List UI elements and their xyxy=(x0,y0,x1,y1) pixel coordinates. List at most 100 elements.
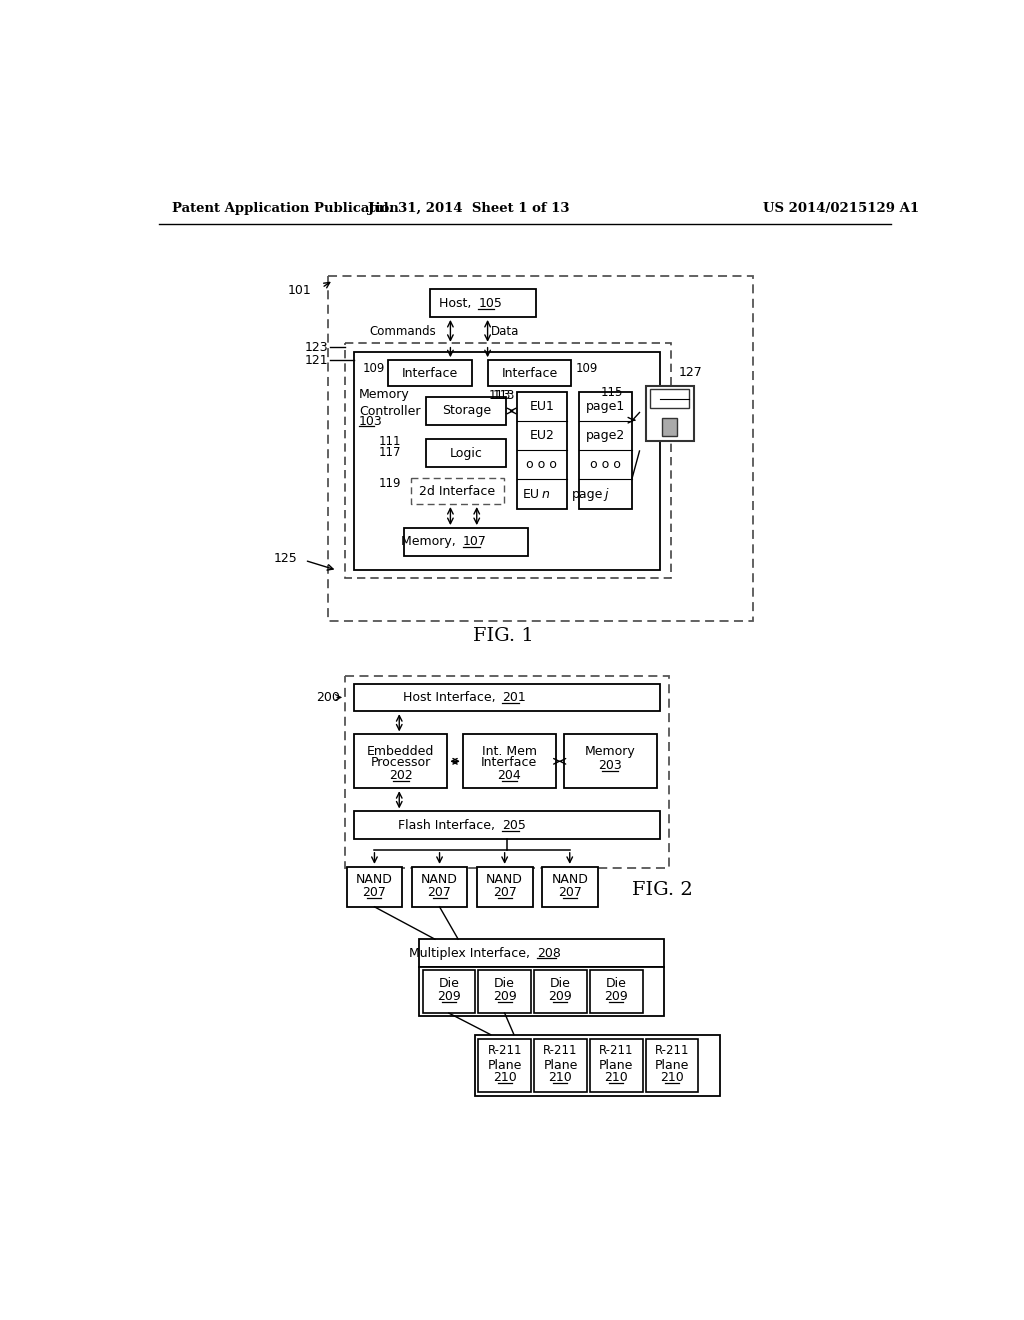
Bar xyxy=(411,478,504,504)
Text: 109: 109 xyxy=(362,363,385,375)
Text: j: j xyxy=(604,487,608,500)
Text: Die: Die xyxy=(495,977,515,990)
Text: R-211: R-211 xyxy=(543,1044,578,1056)
Text: Memory,: Memory, xyxy=(401,536,460,548)
Bar xyxy=(430,289,536,317)
Text: Memory
Controller: Memory Controller xyxy=(359,388,421,418)
Text: o o o: o o o xyxy=(590,458,621,471)
Text: 127: 127 xyxy=(679,367,702,379)
Text: FIG. 2: FIG. 2 xyxy=(633,880,693,899)
Text: Jul. 31, 2014  Sheet 1 of 13: Jul. 31, 2014 Sheet 1 of 13 xyxy=(369,202,569,215)
Text: Commands: Commands xyxy=(370,325,436,338)
Bar xyxy=(420,966,665,1016)
Bar xyxy=(478,970,531,1014)
Text: NAND: NAND xyxy=(421,873,458,886)
Bar xyxy=(423,970,475,1014)
Bar xyxy=(354,684,659,711)
Text: 103: 103 xyxy=(359,416,383,428)
Text: 210: 210 xyxy=(493,1072,516,1084)
Bar xyxy=(478,1039,531,1092)
Bar xyxy=(412,867,467,907)
Bar xyxy=(535,970,587,1014)
Text: Plane: Plane xyxy=(487,1059,522,1072)
Text: Plane: Plane xyxy=(544,1059,578,1072)
Bar xyxy=(662,418,678,437)
Bar xyxy=(354,352,660,570)
Text: 209: 209 xyxy=(493,990,516,1003)
Bar xyxy=(563,734,656,788)
Bar xyxy=(517,392,566,508)
Text: 115: 115 xyxy=(601,385,624,399)
Text: 203: 203 xyxy=(598,759,622,772)
Bar xyxy=(477,867,532,907)
Bar xyxy=(328,276,753,622)
Text: 113: 113 xyxy=(494,389,515,403)
Text: 208: 208 xyxy=(538,946,561,960)
Text: Host Interface,: Host Interface, xyxy=(402,690,500,704)
Bar xyxy=(542,867,598,907)
Bar xyxy=(426,440,506,467)
Bar xyxy=(345,343,671,578)
Text: R-211: R-211 xyxy=(599,1044,634,1056)
Text: Patent Application Publication: Patent Application Publication xyxy=(172,202,399,215)
Text: Multiplex Interface,: Multiplex Interface, xyxy=(410,946,535,960)
Text: EU: EU xyxy=(522,487,540,500)
Bar xyxy=(354,812,659,840)
Text: 105: 105 xyxy=(478,297,502,310)
Text: 207: 207 xyxy=(493,886,516,899)
Text: 119: 119 xyxy=(378,477,400,490)
Text: R-211: R-211 xyxy=(487,1044,522,1056)
Bar xyxy=(388,360,472,387)
Text: 210: 210 xyxy=(549,1072,572,1084)
Text: o o o: o o o xyxy=(526,458,557,471)
Text: Data: Data xyxy=(490,325,519,338)
Text: 202: 202 xyxy=(389,768,413,781)
Bar xyxy=(487,360,571,387)
Bar xyxy=(475,1035,720,1096)
Bar xyxy=(403,528,528,556)
Text: 207: 207 xyxy=(428,886,452,899)
Text: 210: 210 xyxy=(604,1072,628,1084)
Text: 209: 209 xyxy=(549,990,572,1003)
Bar xyxy=(590,970,643,1014)
Text: Interface: Interface xyxy=(481,756,538,770)
Text: Interface: Interface xyxy=(402,367,459,380)
Bar xyxy=(650,389,689,408)
Text: Processor: Processor xyxy=(371,756,431,770)
Text: Die: Die xyxy=(550,977,571,990)
Text: EU2: EU2 xyxy=(529,429,554,442)
Text: 121: 121 xyxy=(304,354,328,367)
Text: Memory: Memory xyxy=(585,744,636,758)
Bar xyxy=(646,1039,698,1092)
Text: 125: 125 xyxy=(273,552,297,565)
Text: R-211: R-211 xyxy=(654,1044,689,1056)
Text: Plane: Plane xyxy=(599,1059,634,1072)
Text: 107: 107 xyxy=(463,536,486,548)
Bar xyxy=(590,1039,643,1092)
Text: 123: 123 xyxy=(304,341,328,354)
Text: page: page xyxy=(571,487,603,500)
Text: 205: 205 xyxy=(503,818,526,832)
Text: 204: 204 xyxy=(498,768,521,781)
Text: NAND: NAND xyxy=(551,873,588,886)
Text: n: n xyxy=(541,487,549,500)
Text: page2: page2 xyxy=(586,429,625,442)
Text: 207: 207 xyxy=(558,886,582,899)
Bar xyxy=(426,397,506,425)
Text: US 2014/0215129 A1: US 2014/0215129 A1 xyxy=(763,202,920,215)
Text: Flash Interface,: Flash Interface, xyxy=(398,818,500,832)
Text: 101: 101 xyxy=(288,284,311,297)
Bar xyxy=(420,940,665,966)
Text: Interface: Interface xyxy=(502,367,558,380)
Bar xyxy=(346,867,402,907)
Text: NAND: NAND xyxy=(356,873,393,886)
Text: 2d Interface: 2d Interface xyxy=(419,484,496,498)
Text: 207: 207 xyxy=(362,886,386,899)
Text: NAND: NAND xyxy=(486,873,523,886)
Bar xyxy=(463,734,556,788)
Bar xyxy=(535,1039,587,1092)
Text: 117: 117 xyxy=(379,446,401,459)
Text: 209: 209 xyxy=(437,990,461,1003)
Text: Storage: Storage xyxy=(441,404,490,417)
Text: 209: 209 xyxy=(604,990,628,1003)
